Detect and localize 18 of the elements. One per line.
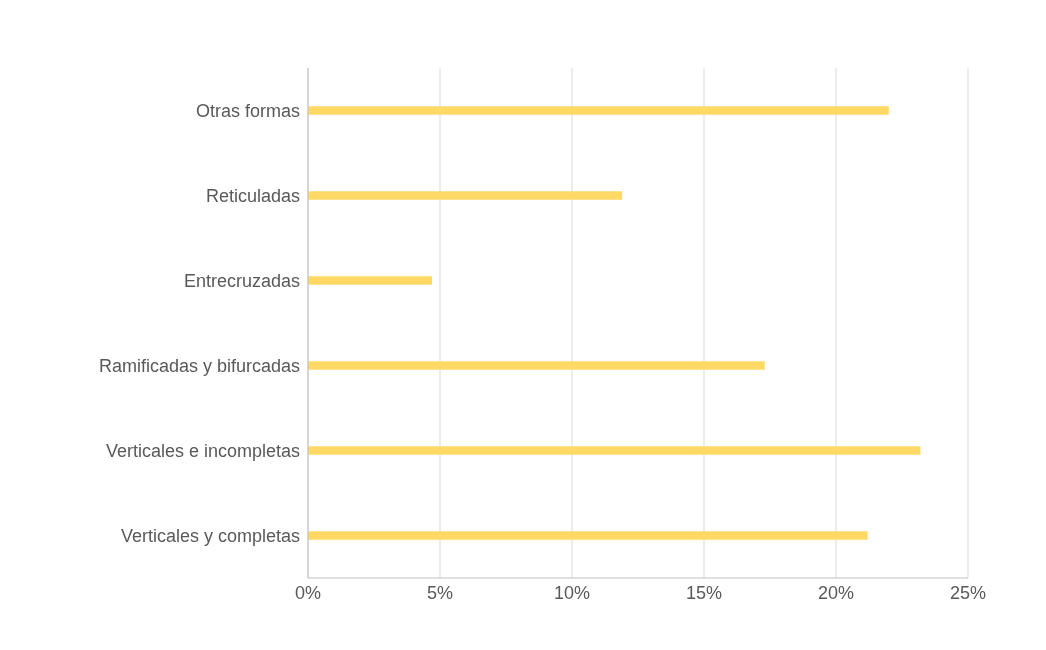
bar	[308, 191, 623, 200]
x-tick-label: 10%	[553, 582, 591, 603]
x-tick-label: 20%	[817, 582, 855, 603]
y-tick-label: Verticales e incompletas	[105, 440, 300, 461]
bar	[308, 361, 765, 370]
y-tick-label: Entrecruzadas	[183, 270, 300, 291]
x-tick-label: 5%	[426, 582, 454, 603]
x-tick-label: 15%	[685, 582, 723, 603]
y-tick-label: Verticales y completas	[120, 525, 300, 546]
y-tick-label: Reticuladas	[205, 185, 300, 206]
x-tick-label: 25%	[949, 582, 987, 603]
x-tick-label: 0%	[294, 582, 322, 603]
y-tick-label: Ramificadas y bifurcadas	[98, 355, 300, 376]
bar	[308, 276, 433, 285]
bar	[308, 106, 889, 115]
y-tick-label: Otras formas	[195, 100, 300, 121]
bar	[308, 531, 868, 540]
bar	[308, 446, 921, 455]
